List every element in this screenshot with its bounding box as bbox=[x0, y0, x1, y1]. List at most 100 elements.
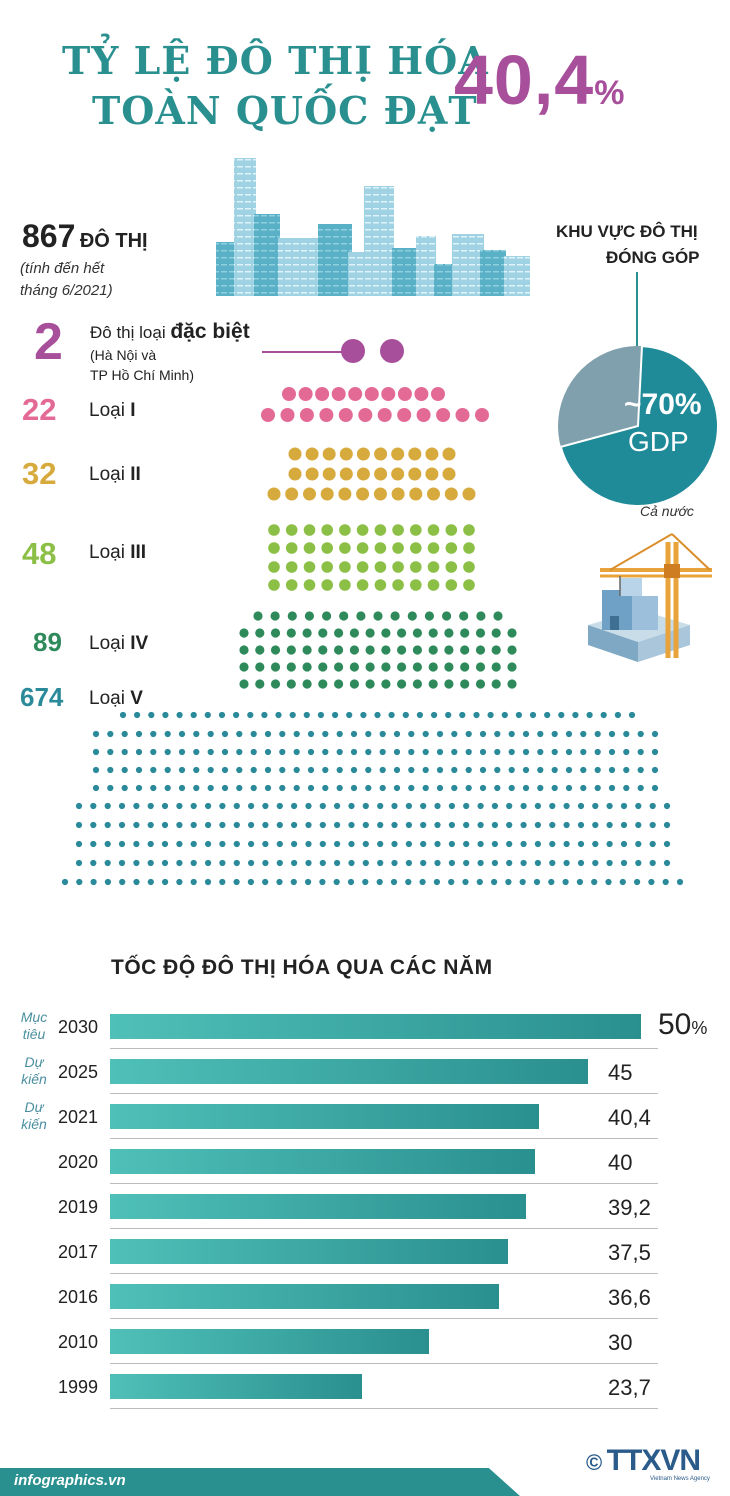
type5-dot bbox=[537, 784, 544, 792]
type5-dot bbox=[606, 821, 613, 829]
type4-dot bbox=[270, 679, 281, 689]
type5-dot bbox=[193, 784, 200, 792]
type5-dot bbox=[207, 766, 214, 774]
type4-dot bbox=[412, 662, 422, 672]
type5-dot bbox=[434, 821, 441, 829]
type5-dot bbox=[431, 711, 438, 719]
type4-dot bbox=[507, 628, 517, 638]
type5-dot bbox=[620, 802, 628, 810]
type5-dot bbox=[420, 859, 427, 867]
type5-dot bbox=[434, 802, 441, 810]
type5-dot bbox=[190, 840, 197, 848]
type3-dot bbox=[285, 579, 298, 591]
type3-dot bbox=[410, 524, 422, 536]
type5-dot bbox=[207, 748, 214, 756]
type5-dot bbox=[520, 821, 527, 829]
type5-dot bbox=[261, 711, 268, 719]
type5-dot bbox=[594, 730, 601, 738]
type3-dot bbox=[321, 542, 334, 554]
type2-dot bbox=[322, 447, 336, 461]
type5-dot bbox=[623, 748, 630, 756]
type5-dot bbox=[436, 748, 444, 756]
type5-dot bbox=[620, 821, 628, 829]
type5-dot bbox=[534, 802, 542, 810]
type5-dot bbox=[508, 766, 515, 774]
type4-dot bbox=[428, 662, 438, 672]
type5-dot bbox=[76, 878, 83, 886]
type5-dot bbox=[193, 730, 200, 738]
type5-dot bbox=[634, 878, 641, 886]
type5-dot bbox=[577, 840, 585, 848]
type2-dot bbox=[442, 447, 456, 461]
type3-dot bbox=[339, 579, 351, 591]
type5-dot bbox=[600, 711, 607, 719]
type5-dot bbox=[459, 711, 466, 719]
type2-dot bbox=[339, 467, 353, 481]
footer-site-link[interactable]: infographics.vn bbox=[14, 1472, 126, 1489]
bar-value-label: 45 bbox=[608, 1060, 633, 1085]
type5-dot bbox=[193, 748, 200, 756]
type3-dot bbox=[392, 542, 404, 554]
type5-dot bbox=[264, 784, 272, 792]
type5-dot bbox=[465, 748, 472, 756]
type5-dot bbox=[608, 784, 616, 792]
type5-dot bbox=[436, 784, 444, 792]
type1-dot bbox=[299, 408, 314, 422]
type5-dot bbox=[147, 840, 154, 848]
type5-dot bbox=[506, 859, 513, 867]
type5-dot bbox=[121, 730, 128, 738]
type5-dot bbox=[291, 821, 298, 829]
type4-count: 89 bbox=[33, 627, 62, 657]
type5-dot bbox=[75, 802, 83, 810]
type5-dot bbox=[637, 784, 644, 792]
type3-dot bbox=[392, 561, 404, 573]
type5-dot bbox=[623, 766, 630, 774]
type5-dot bbox=[606, 859, 613, 867]
type5-dot bbox=[162, 878, 169, 886]
bar-value-label: 37,5 bbox=[608, 1240, 651, 1265]
count-note-line-1: (tính đến hết bbox=[20, 260, 105, 277]
bar-2016 bbox=[110, 1284, 499, 1309]
type1-dot bbox=[358, 408, 373, 422]
type2-dot bbox=[267, 487, 281, 501]
bar-year-label: 2020 bbox=[58, 1152, 99, 1172]
type5-dot bbox=[350, 748, 358, 756]
type5-dot bbox=[390, 878, 398, 886]
type5-dot bbox=[204, 711, 211, 719]
type4-dot bbox=[334, 628, 344, 638]
type5-dot bbox=[477, 802, 484, 810]
type5-dot bbox=[336, 748, 343, 756]
type5-dot bbox=[537, 766, 544, 774]
type4-dot bbox=[253, 611, 263, 621]
type5-dot bbox=[119, 711, 127, 719]
chart-title: TỐC ĐỘ ĐÔ THỊ HÓA QUA CÁC NĂM bbox=[111, 956, 493, 979]
type5-dot bbox=[580, 766, 587, 774]
type1-label: Loại I bbox=[89, 400, 135, 422]
type5-dot bbox=[233, 821, 240, 829]
type5-dot bbox=[419, 878, 426, 886]
type5-dot bbox=[448, 859, 455, 867]
type5-dot bbox=[334, 821, 341, 829]
type5-dot bbox=[635, 802, 642, 810]
type5-dot bbox=[522, 748, 530, 756]
bar-2025 bbox=[110, 1059, 588, 1084]
type5-dot bbox=[279, 766, 286, 774]
type5-dot bbox=[405, 802, 412, 810]
type4-dot bbox=[239, 628, 249, 638]
bar-2020 bbox=[110, 1149, 535, 1174]
gdp-pointer-line bbox=[636, 272, 638, 350]
type4-dot bbox=[302, 662, 312, 672]
urbanization-rate: 40,4% bbox=[454, 40, 625, 120]
type4-dot bbox=[270, 628, 281, 638]
type5-dot bbox=[473, 711, 480, 719]
type4-dot bbox=[255, 679, 265, 689]
type5-dot bbox=[322, 784, 329, 792]
type5-dot bbox=[147, 859, 154, 867]
agency-copyright: © TTXVN bbox=[586, 1444, 701, 1478]
type5-dot bbox=[161, 859, 169, 867]
bar-projection-note: Mục tiêu bbox=[20, 1009, 48, 1042]
type5-dot bbox=[164, 748, 171, 756]
type5-dot bbox=[649, 821, 656, 829]
type2-label-bold: II bbox=[130, 464, 141, 485]
type4-dot bbox=[491, 628, 501, 638]
